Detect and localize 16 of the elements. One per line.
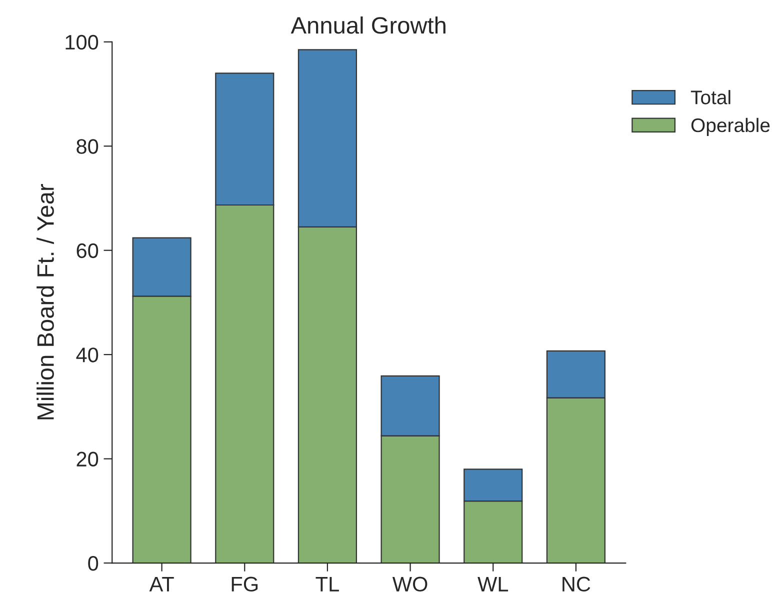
y-tick-label: 0 — [88, 556, 98, 571]
x-tick-label: AT — [149, 576, 174, 592]
y-tick-label: 20 — [76, 452, 98, 467]
y-tick-label: 100 — [66, 34, 98, 50]
y-tick-label: 80 — [76, 139, 98, 154]
legend-label: Total — [690, 90, 730, 104]
x-tick-label: FG — [232, 576, 258, 592]
legend-label: Operable — [691, 118, 770, 136]
x-tick-label: WL — [478, 576, 508, 592]
x-tick-label: NC — [562, 576, 590, 592]
y-axis-title: Million Board Ft. / Year — [36, 184, 54, 420]
chart-title: Annual Growth — [290, 16, 446, 34]
y-tick-label: 60 — [76, 243, 98, 258]
y-tick-label: 40 — [76, 348, 98, 362]
x-tick-label: TL — [316, 576, 339, 592]
x-tick-label: WO — [392, 576, 428, 592]
